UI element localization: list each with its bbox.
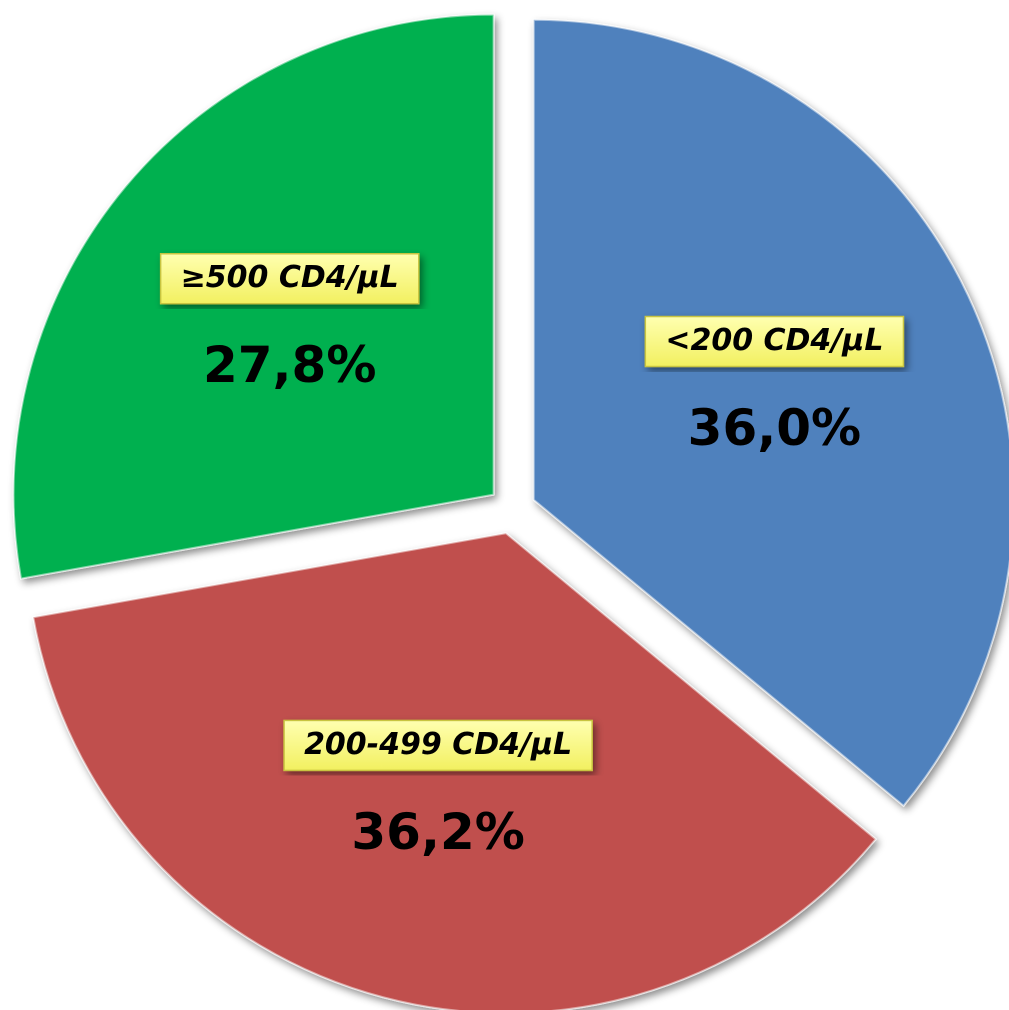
value-label: 27,8% — [203, 336, 376, 394]
label-box — [644, 315, 905, 368]
value-label: 36,0% — [688, 399, 861, 457]
category-label: 200-499 CD4/µL — [304, 727, 572, 762]
label-box — [159, 252, 420, 305]
category-label: ≥500 CD4/µL — [181, 260, 399, 295]
label-box — [283, 719, 593, 772]
slice-label: <200 CD4/µL 36,0% — [644, 315, 905, 457]
pie-slice — [532, 18, 1009, 808]
slice-label: 200-499 CD4/µL 36,2% — [283, 719, 593, 861]
value-label: 36,2% — [351, 803, 524, 861]
slice-label: ≥500 CD4/µL 27,8% — [159, 252, 420, 394]
category-label: <200 CD4/µL — [665, 323, 883, 358]
pie-slice — [32, 532, 878, 1010]
